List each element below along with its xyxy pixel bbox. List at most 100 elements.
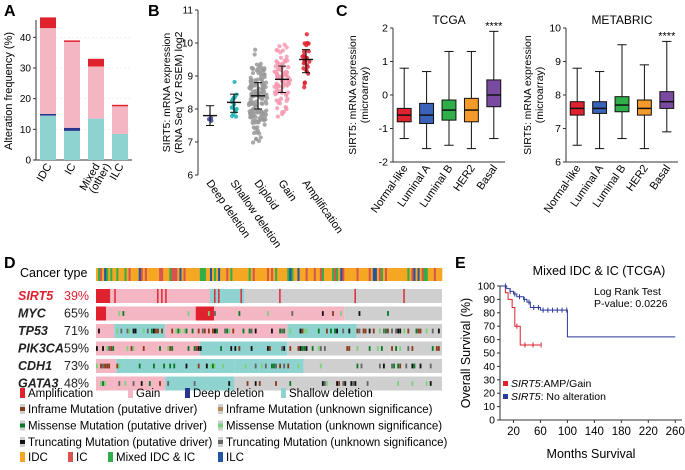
cancer-type-cell xyxy=(205,268,209,281)
x-tick-label: 220 xyxy=(639,426,658,438)
data-point xyxy=(275,114,280,119)
cancer-type-cell xyxy=(387,268,390,281)
cancer-type-cell xyxy=(228,268,231,281)
cancer-type-cell xyxy=(433,268,437,281)
data-point xyxy=(275,60,280,65)
x-tick-label: HER2 xyxy=(451,163,478,194)
cancer-type-cell xyxy=(260,268,264,281)
cna-segment xyxy=(116,359,235,373)
amp-cell xyxy=(279,289,281,303)
cancer-type-cell xyxy=(114,268,117,281)
mutation-cell xyxy=(130,346,133,351)
mutation-cell xyxy=(250,328,253,334)
cancer-type-cell xyxy=(152,268,156,281)
cancer-type-cell xyxy=(427,268,431,281)
cancer-type-cell xyxy=(142,268,146,281)
mutation-cell xyxy=(330,328,332,334)
mutation-cell xyxy=(197,328,200,334)
survival-curve xyxy=(500,285,541,346)
mutation-cell xyxy=(155,328,157,334)
y-tick-label: 0 xyxy=(25,156,31,167)
mutation-cell xyxy=(325,328,328,334)
mutation-cell xyxy=(191,328,194,334)
gene-name: TP53 xyxy=(18,324,48,338)
mutation-cell xyxy=(362,328,365,334)
amp-cell xyxy=(354,289,356,303)
legend-swatch-mark xyxy=(218,407,223,411)
mutation-cell xyxy=(228,381,231,386)
cancer-type-cell xyxy=(344,268,347,281)
y-tick-label: 2 xyxy=(382,23,388,35)
mutation-cell xyxy=(203,328,206,334)
mutation-cell xyxy=(321,311,324,316)
legend-swatch-mark xyxy=(20,440,25,444)
cancer-type-cell xyxy=(303,268,306,281)
y-tick-label: 7 xyxy=(555,123,561,135)
panel-c-tcga-boxplot: -2 -1 0 1 2 TCGA SIRT5: mRNA expression (microa… xyxy=(347,13,505,215)
y-tick-label: 60 xyxy=(483,334,495,346)
mutation-cell xyxy=(246,381,249,386)
data-point xyxy=(273,64,278,69)
mutation-cell xyxy=(248,328,251,334)
mutation-cell xyxy=(148,381,151,386)
data-point xyxy=(278,88,283,94)
cna-segment xyxy=(391,341,442,356)
mutation-cell xyxy=(397,363,400,369)
cancer-type-cell xyxy=(287,268,290,281)
cancer-type-cell xyxy=(332,268,335,281)
mutation-cell xyxy=(244,363,247,369)
mutation-cell xyxy=(220,346,222,351)
cancer-type-cell xyxy=(336,268,339,281)
data-point xyxy=(306,41,311,46)
y-axis-label: Overall Survival (%) xyxy=(459,298,473,408)
legend-label-part: : No alteration xyxy=(541,391,607,403)
cancer-type-cell xyxy=(236,268,239,281)
cancer-type-cell xyxy=(242,268,245,281)
data-point xyxy=(254,68,259,73)
cancer-type-cell xyxy=(319,268,323,281)
cancer-type-cell xyxy=(338,268,341,281)
cancer-type-cell xyxy=(395,268,398,281)
cancer-type-cell xyxy=(122,268,125,281)
data-point xyxy=(273,69,278,75)
mutation-cell xyxy=(356,328,359,334)
legend-label: Truncating Mutation (putative driver) xyxy=(28,437,212,449)
legend-swatch-mark xyxy=(20,423,25,428)
cancer-type-cell xyxy=(140,268,144,281)
mutation-cell xyxy=(102,363,104,369)
cancer-type-cell xyxy=(376,268,380,281)
mutation-cell xyxy=(266,346,269,351)
cancer-type-cell xyxy=(409,268,412,281)
cancer-type-cell xyxy=(230,268,233,281)
amp-cell xyxy=(161,289,163,303)
cancer-type-cell xyxy=(150,268,154,281)
bar-segment xyxy=(64,130,80,160)
data-point xyxy=(248,97,253,102)
mutation-cell xyxy=(332,311,334,316)
mutation-cell xyxy=(116,328,119,334)
mutation-cell xyxy=(289,328,292,334)
cancer-type-cell xyxy=(358,268,361,281)
box xyxy=(636,99,652,116)
bar-segment xyxy=(64,127,80,131)
cancer-type-cell xyxy=(224,268,227,281)
cancer-type-cell xyxy=(425,268,429,281)
data-point xyxy=(251,89,256,94)
y-tick-label: 9 xyxy=(555,56,561,68)
cancer-type-cell xyxy=(439,268,443,281)
cancer-type-cell xyxy=(380,268,384,281)
bar-segment xyxy=(64,40,80,42)
cancer-type-cell xyxy=(350,268,353,281)
cancer-type-cell xyxy=(281,268,284,281)
data-point xyxy=(255,128,260,133)
mutation-cell xyxy=(399,363,402,369)
y-tick-label: 20 xyxy=(483,388,495,400)
mutation-cell xyxy=(356,363,359,369)
y-axis-label: SIRT5: mRNA expression xyxy=(347,35,359,155)
y-tick-label: 10 xyxy=(182,39,194,50)
gene-percent: 71% xyxy=(64,324,89,338)
mutation-cell xyxy=(291,311,294,316)
cna-segment xyxy=(303,359,379,373)
mutation-cell xyxy=(242,328,245,334)
legend-swatch xyxy=(128,388,133,398)
